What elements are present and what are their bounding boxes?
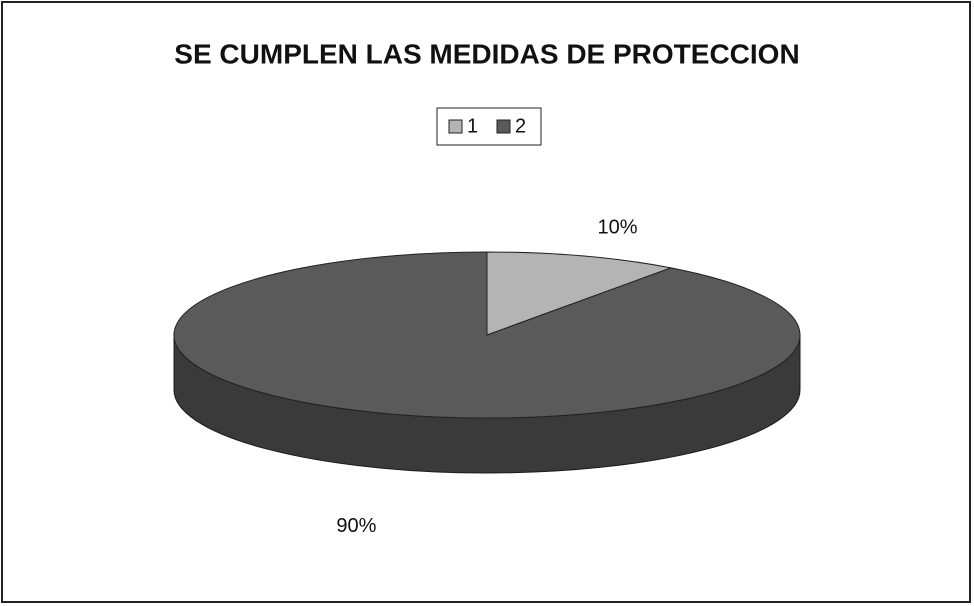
legend-label: 2 bbox=[515, 115, 526, 137]
data-label: 90% bbox=[336, 515, 376, 537]
legend-swatch bbox=[496, 119, 511, 134]
data-label: 10% bbox=[598, 217, 638, 239]
legend-label: 1 bbox=[467, 115, 478, 137]
chart-title: SE CUMPLEN LAS MEDIDAS DE PROTECCION bbox=[174, 38, 799, 69]
pie-slice bbox=[486, 251, 673, 336]
legend-swatch bbox=[448, 119, 463, 134]
pie-side-shade bbox=[174, 335, 800, 473]
pie-slice bbox=[173, 251, 801, 419]
